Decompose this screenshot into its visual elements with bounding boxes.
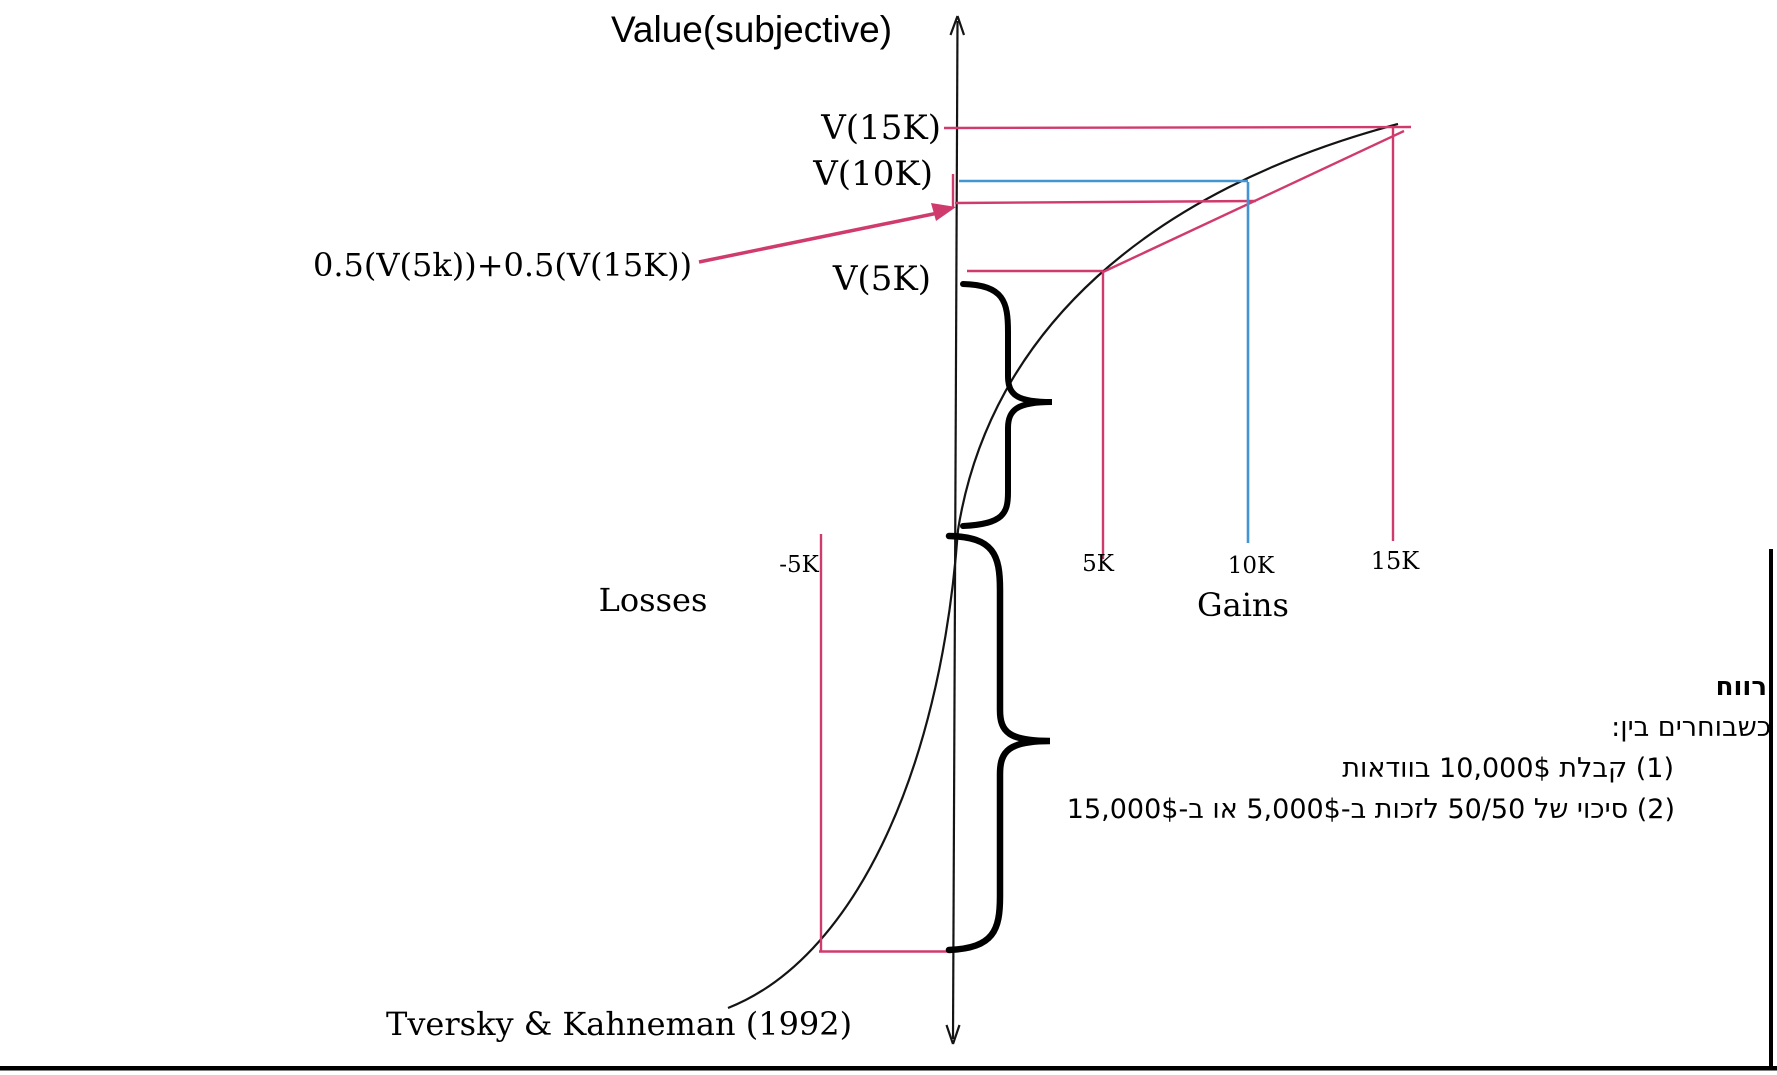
value-curve <box>727 122 1399 1010</box>
hebrew-option1: (1) קבלת 10,000$ בוודאות <box>1342 753 1674 784</box>
y-axis-title: Value(subjective) <box>611 9 893 50</box>
hebrew-intro: כשבוחרים בין: <box>1611 712 1771 743</box>
hebrew-heading: רווח <box>1715 672 1767 702</box>
losses-label: Losses <box>598 581 708 619</box>
tick-10k-label: 10K <box>1227 553 1275 579</box>
y-axis-arrow-up-icon <box>949 15 966 36</box>
v5k-label: V(5K) <box>832 259 931 299</box>
citation-text: Tversky & Kahneman (1992) <box>386 1005 853 1043</box>
v15k-label: V(15K) <box>821 108 941 148</box>
expected-value-formula: 0.5(V(5k))+0.5(V(15K)) <box>313 246 693 284</box>
y-axis-arrow-down-icon <box>945 1024 961 1045</box>
hebrew-option2: (2) סיכוי של 50/50 לזכות ב-5,000$ או ב-1… <box>1066 794 1675 825</box>
formula-arrowhead-icon <box>931 203 956 221</box>
tick-neg5k-label: -5K <box>779 552 819 578</box>
v10k-label: V(10K) <box>813 154 933 194</box>
y-axis-line <box>951 20 959 1040</box>
tick-15k-label: 15K <box>1370 547 1420 575</box>
slide-bottom-border <box>0 1066 1777 1071</box>
slide-right-border <box>1769 549 1773 1070</box>
tick-5k-label: 5K <box>1082 551 1114 577</box>
expected-value-level-line <box>954 199 1257 205</box>
formula-arrow-shaft <box>698 211 939 264</box>
gain-value-brace <box>960 281 1053 529</box>
v15k-level-line <box>943 125 1412 130</box>
gains-label: Gains <box>1197 586 1289 624</box>
loss-value-brace <box>945 532 1051 954</box>
